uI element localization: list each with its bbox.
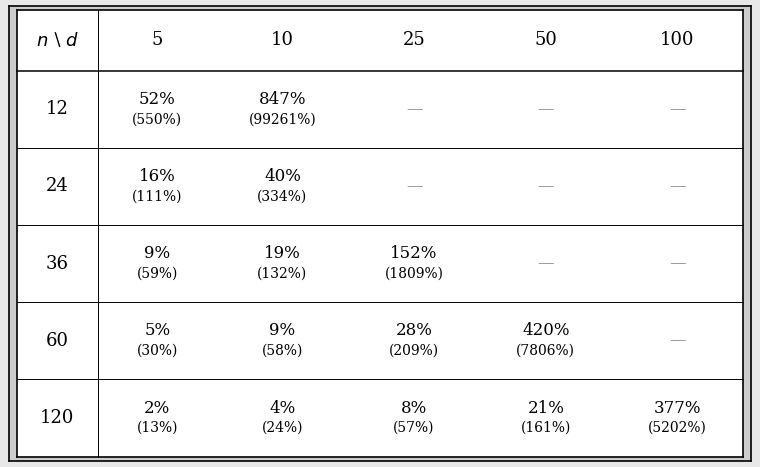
- Text: (99261%): (99261%): [249, 112, 316, 126]
- Text: —: —: [669, 101, 686, 118]
- Text: 847%: 847%: [258, 91, 306, 107]
- Text: 24: 24: [46, 177, 68, 195]
- Text: 4%: 4%: [269, 400, 296, 417]
- Text: —: —: [537, 101, 554, 118]
- Text: 9%: 9%: [269, 322, 296, 340]
- Text: (161%): (161%): [521, 421, 571, 435]
- Text: 60: 60: [46, 332, 69, 350]
- Text: 100: 100: [660, 31, 695, 50]
- Text: (209%): (209%): [389, 344, 439, 358]
- Text: 25: 25: [403, 31, 426, 50]
- Text: —: —: [406, 101, 423, 118]
- Text: —: —: [537, 255, 554, 272]
- Text: 16%: 16%: [139, 168, 176, 185]
- Text: —: —: [537, 178, 554, 195]
- Text: (1809%): (1809%): [385, 267, 444, 281]
- Text: 12: 12: [46, 100, 69, 118]
- Text: 120: 120: [40, 409, 74, 427]
- Text: 377%: 377%: [654, 400, 701, 417]
- Text: (334%): (334%): [258, 190, 308, 204]
- Text: $n \setminus d$: $n \setminus d$: [36, 31, 79, 50]
- Text: 28%: 28%: [396, 322, 432, 340]
- Text: 52%: 52%: [139, 91, 176, 107]
- Text: 19%: 19%: [264, 245, 301, 262]
- Text: 5: 5: [151, 31, 163, 50]
- Text: 5%: 5%: [144, 322, 170, 340]
- Text: (13%): (13%): [137, 421, 178, 435]
- Text: (30%): (30%): [137, 344, 178, 358]
- Text: 10: 10: [271, 31, 294, 50]
- Text: 152%: 152%: [391, 245, 438, 262]
- Text: —: —: [406, 178, 423, 195]
- Text: —: —: [669, 333, 686, 349]
- Text: (550%): (550%): [132, 112, 182, 126]
- Text: (59%): (59%): [137, 267, 178, 281]
- Text: (58%): (58%): [261, 344, 303, 358]
- Text: 420%: 420%: [522, 322, 569, 340]
- Text: (7806%): (7806%): [516, 344, 575, 358]
- Text: 8%: 8%: [401, 400, 427, 417]
- Text: 36: 36: [46, 255, 69, 273]
- Text: 50: 50: [534, 31, 557, 50]
- Text: —: —: [669, 178, 686, 195]
- Text: (5202%): (5202%): [648, 421, 707, 435]
- Text: (57%): (57%): [394, 421, 435, 435]
- Text: 40%: 40%: [264, 168, 301, 185]
- Text: —: —: [669, 255, 686, 272]
- Text: 2%: 2%: [144, 400, 170, 417]
- Text: (24%): (24%): [261, 421, 303, 435]
- Text: 21%: 21%: [527, 400, 564, 417]
- Text: (132%): (132%): [258, 267, 308, 281]
- Text: 9%: 9%: [144, 245, 170, 262]
- Text: (111%): (111%): [132, 190, 182, 204]
